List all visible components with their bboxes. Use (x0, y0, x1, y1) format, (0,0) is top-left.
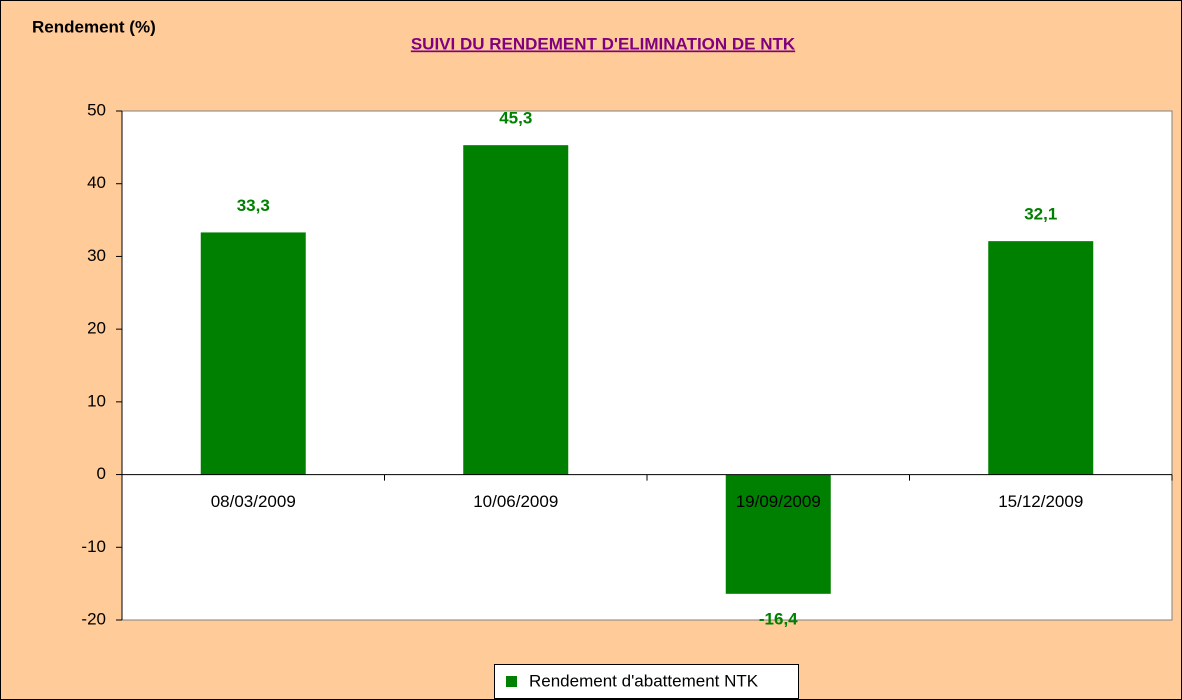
value-label: -16,4 (759, 609, 798, 628)
y-tick-label: 30 (87, 246, 106, 265)
x-tick-label: 10/06/2009 (473, 492, 558, 511)
x-tick-label: 08/03/2009 (211, 492, 296, 511)
bar (200, 232, 306, 475)
y-tick-label: 10 (87, 391, 106, 410)
bar (463, 145, 569, 475)
chart-title: SUIVI DU RENDEMENT D'ELIMINATION DE NTK (411, 34, 796, 53)
x-tick-label: 15/12/2009 (998, 492, 1083, 511)
y-tick-label: 20 (87, 319, 106, 338)
value-label: 45,3 (499, 109, 532, 128)
y-tick-label: 50 (87, 100, 106, 119)
y-tick-label: -20 (81, 609, 106, 628)
y-axis-label: Rendement (%) (32, 17, 156, 36)
x-tick-label: 19/09/2009 (736, 492, 821, 511)
y-tick-label: 40 (87, 173, 106, 192)
value-label: 32,1 (1024, 205, 1057, 224)
bar (725, 474, 831, 594)
legend-box (494, 664, 799, 699)
y-tick-label: 0 (97, 464, 106, 483)
y-tick-label: -10 (81, 537, 106, 556)
legend-swatch (506, 676, 517, 687)
bar (988, 241, 1094, 475)
value-label: 33,3 (237, 196, 270, 215)
legend-label: Rendement d'abattement NTK (529, 671, 759, 690)
